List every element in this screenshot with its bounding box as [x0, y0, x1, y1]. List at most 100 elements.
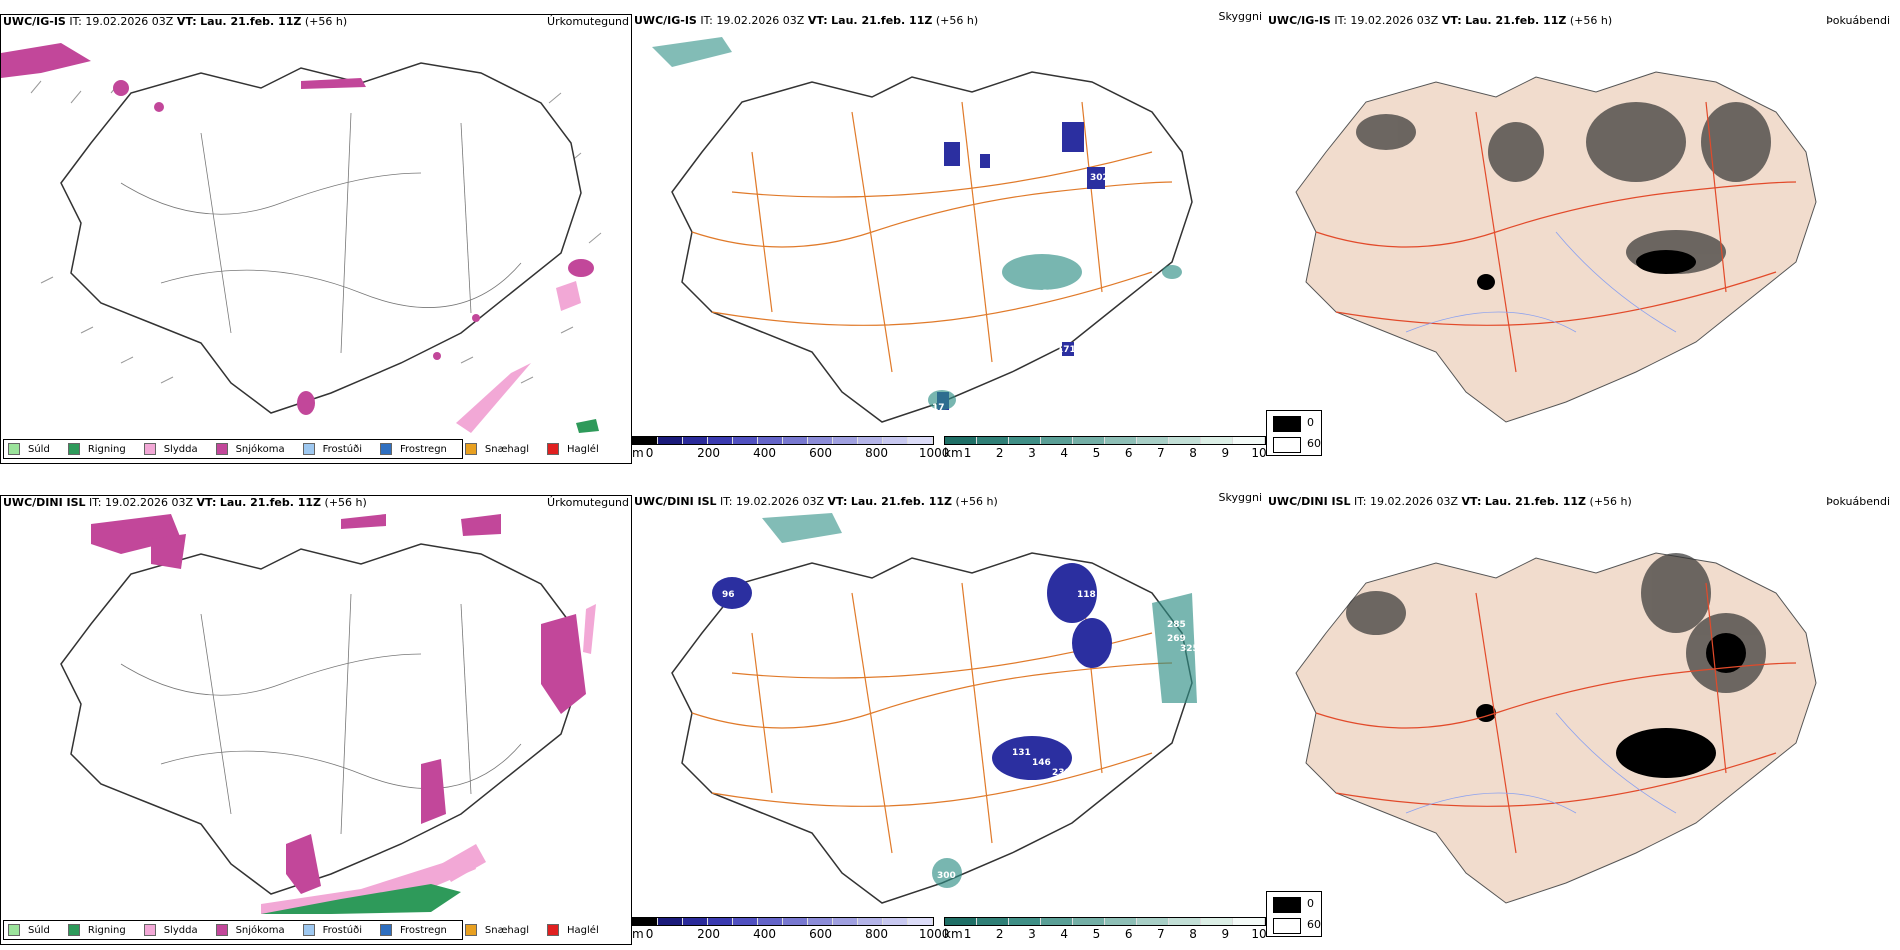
it-label: IT: — [700, 14, 713, 27]
colorbar-segment — [1073, 437, 1105, 444]
vis-value-label: 118 — [1077, 590, 1096, 600]
colorbar-tick-label: 2 — [995, 446, 1004, 460]
fog-label-black: 0 — [1307, 416, 1314, 429]
it-label: IT: — [1354, 495, 1367, 508]
colorbar-segment — [858, 918, 883, 925]
colorbar-tick-label: 3 — [1028, 446, 1036, 460]
legend-item: Súld — [8, 443, 50, 455]
legend-item: Frostregn — [380, 443, 447, 455]
it-label: IT: — [89, 496, 102, 509]
colorbar-segment — [1041, 918, 1073, 925]
precip-map — [1, 43, 602, 433]
legend-swatch — [143, 924, 156, 936]
legend-swatch — [67, 924, 80, 936]
vis-value-label: 146 — [1032, 758, 1051, 768]
panel-header: UWC/DINI ISL IT: 19.02.2026 03Z VT: Lau.… — [1268, 495, 1632, 508]
colorbar-tick-label: 200 — [697, 927, 721, 941]
precip-type-panel-2: UWC/DINI ISL IT: 19.02.2026 03Z VT: Lau.… — [0, 495, 632, 945]
legend-swatch — [380, 443, 392, 455]
it-value: 19.02.2026 03Z — [85, 15, 174, 28]
vis-value-label: 302 — [1090, 173, 1109, 183]
colorbar-tick-label: 9 — [1221, 927, 1230, 941]
colorbar-tick-label: 4 — [1060, 927, 1069, 941]
colorbar-tick-label: 9 — [1221, 446, 1230, 460]
model-label: UWC/DINI ISL — [1268, 495, 1351, 508]
fog-label-white: 60 — [1307, 918, 1321, 931]
lead-time: (+56 h) — [955, 495, 998, 508]
colorbar-segment — [833, 918, 858, 925]
colorbar-segment — [908, 918, 933, 925]
colorbar-km-ticks: 1 2 3 4 5 6 7 8 9 10 — [964, 446, 1267, 460]
row-2: UWC/DINI ISL IT: 19.02.2026 03Z VT: Lau.… — [0, 491, 1900, 945]
vis-value-label: 131 — [1012, 748, 1031, 758]
colorbar-segment — [708, 918, 733, 925]
colorbar-km — [944, 917, 1266, 926]
colorbar-tick-label: 0 — [645, 446, 654, 460]
colorbar-segment — [1105, 437, 1137, 444]
vt-value: Lau. 21.feb. 11Z — [1484, 495, 1587, 508]
colorbar-tick-label: 2 — [995, 927, 1004, 941]
colorbar-segment — [833, 437, 858, 444]
colorbar-tick-label: 4 — [1060, 446, 1069, 460]
panel-title: Þokuábendi — [1826, 495, 1890, 508]
colorbar-m — [632, 436, 934, 445]
lead-time: (+56 h) — [1569, 14, 1613, 27]
vis-value-label: 177 — [718, 566, 737, 576]
colorbar-tick-label: 8 — [1189, 446, 1197, 460]
iceland-outline — [671, 552, 1193, 904]
vis-value-label: 325 — [1180, 644, 1199, 654]
colorbar-segment — [758, 437, 783, 444]
colorbar-segment — [1233, 918, 1265, 925]
colorbar-segment — [1009, 918, 1041, 925]
colorbar-segment — [808, 437, 833, 444]
fog-legend-1: 0 60 — [1266, 410, 1322, 456]
precip-type-panel-1: UWC/IG-IS IT: 19.02.2026 03Z VT: Lau. 21… — [0, 14, 632, 464]
precip-legend-1: Súld Rigning Slydda Snjókoma Frostúði Fr… — [3, 439, 599, 459]
fog-swatch-white — [1273, 918, 1301, 934]
it-label: IT: — [1334, 14, 1347, 27]
it-label: IT: — [720, 495, 733, 508]
legend-swatch — [547, 924, 560, 936]
vis-value-label: 135 — [1062, 801, 1081, 811]
model-label: UWC/DINI ISL — [3, 496, 86, 509]
colorbar-segment — [908, 437, 933, 444]
model-label: UWC/IG-IS — [634, 14, 697, 27]
lead-time: (+56 h) — [304, 15, 348, 28]
legend-item: Slydda — [143, 443, 198, 455]
legend-swatch — [215, 924, 228, 936]
colorbar-segment — [1169, 437, 1201, 444]
lead-time: (+56 h) — [324, 496, 367, 509]
fog-label-black: 0 — [1307, 897, 1314, 910]
colorbar-tick-label: 8 — [1189, 927, 1197, 941]
panel-title: Úrkomutegund — [547, 15, 629, 28]
legend-swatch — [464, 924, 477, 936]
colorbar-segment — [1009, 437, 1041, 444]
legend-item: Snjókoma — [215, 924, 285, 936]
vt-value: Lau. 21.feb. 11Z — [219, 496, 322, 509]
colorbar-tick-label: 400 — [753, 446, 777, 460]
colorbar-segment — [758, 918, 783, 925]
colorbar-segment — [808, 918, 833, 925]
colorbar-tick-label: 800 — [865, 927, 889, 941]
colorbar-segment — [945, 437, 977, 444]
colorbar-segment — [1041, 437, 1073, 444]
panel-title: Skyggni — [1218, 10, 1262, 23]
colorbar-m — [632, 917, 934, 926]
legend-swatch — [547, 443, 560, 455]
legend-item: Snæhagl — [464, 443, 529, 455]
legend-swatch — [302, 443, 315, 455]
colorbar-segment — [1105, 918, 1137, 925]
fog-swatch-black — [1273, 416, 1301, 432]
colorbar-km-unit: km — [944, 927, 963, 941]
panel-header: UWC/DINI ISL IT: 19.02.2026 03Z VT: Lau.… — [634, 495, 998, 508]
panel-title: Úrkomutegund — [547, 496, 629, 509]
colorbar-segment — [945, 918, 977, 925]
fog-legend-2: 0 60 — [1266, 891, 1322, 937]
colorbar-segment — [883, 437, 908, 444]
colorbar-km — [944, 436, 1266, 445]
colorbar-tick-label: 1000 — [918, 446, 950, 460]
row-1: UWC/IG-IS IT: 19.02.2026 03Z VT: Lau. 21… — [0, 10, 1900, 464]
visibility-map: 302 372 17 171 — [652, 37, 1193, 423]
colorbar-m-ticks: 0 200 400 600 800 1000 — [645, 446, 950, 460]
vis-value-label: 96 — [722, 590, 735, 600]
